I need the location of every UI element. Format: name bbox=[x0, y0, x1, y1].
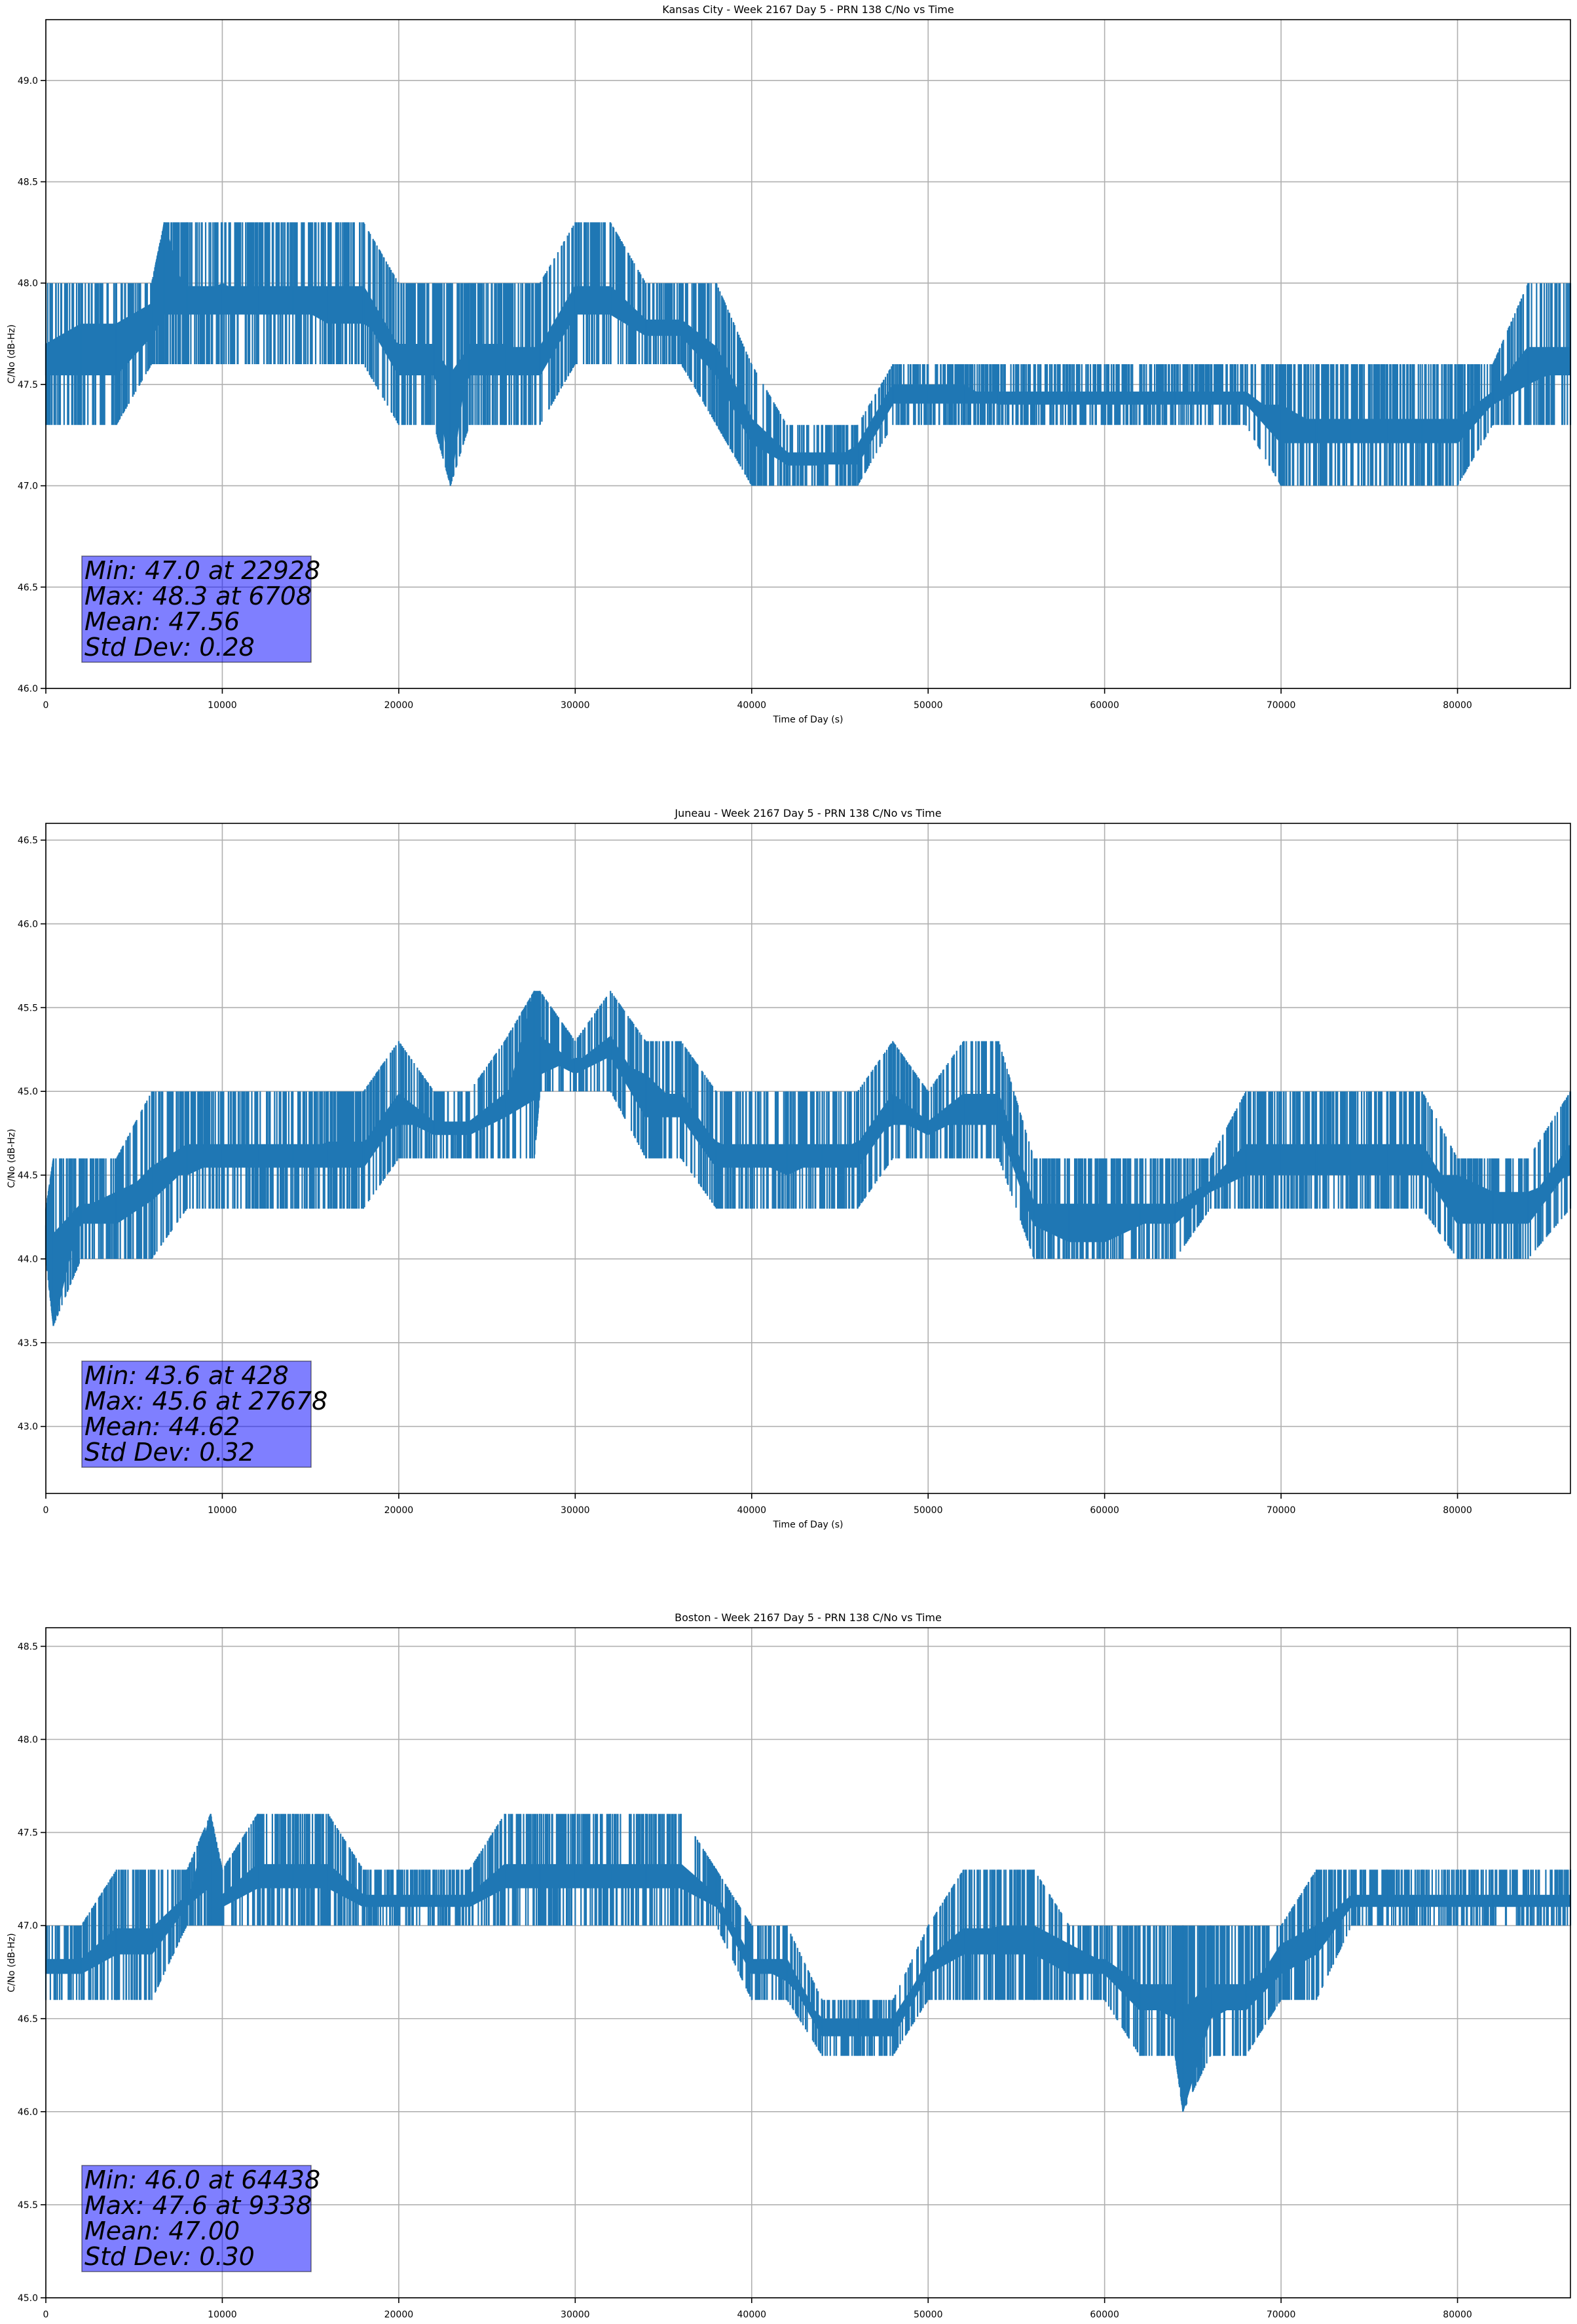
y-tick-label: 46.5 bbox=[18, 582, 38, 593]
y-tick-label: 46.0 bbox=[18, 684, 38, 694]
y-tick-label: 43.5 bbox=[18, 1338, 38, 1349]
y-tick-label: 46.0 bbox=[18, 919, 38, 929]
x-tick-label: 20000 bbox=[384, 2310, 414, 2320]
y-tick-label: 45.5 bbox=[18, 1003, 38, 1013]
series-trace bbox=[45, 222, 1571, 486]
x-tick-label: 30000 bbox=[561, 1505, 590, 1516]
chart-panel-3: 0 10000 20000 30000 40000 50000 60000 70000 8000… bbox=[7, 1611, 1572, 2320]
stats-box bbox=[81, 1360, 312, 1468]
y-tick-label: 45.0 bbox=[18, 2293, 38, 2304]
x-axis-label: Time of Day (s) bbox=[773, 1520, 844, 1530]
x-tick-label: 20000 bbox=[384, 1505, 414, 1516]
x-tick-label: 50000 bbox=[914, 700, 943, 711]
x-tick-label: 70000 bbox=[1267, 2310, 1296, 2320]
y-tick-label: 43.0 bbox=[18, 1422, 38, 1433]
chart-title: Juneau - Week 2167 Day 5 - PRN 138 C/No … bbox=[674, 807, 941, 819]
y-tick-label: 47.5 bbox=[18, 1828, 38, 1839]
y-tick-label: 48.5 bbox=[18, 178, 38, 188]
stats-box bbox=[81, 2165, 312, 2272]
series-line bbox=[45, 1814, 1571, 2112]
stats-line: Std Dev: 0.32 bbox=[84, 1438, 255, 1467]
chart-panel-1: 0 10000 20000 30000 40000 50000 60000 70000 8000… bbox=[7, 3, 1572, 725]
plot-frame bbox=[45, 823, 1571, 1494]
stats-line: Max: 47.6 at 9338 bbox=[84, 2191, 312, 2220]
series-trace bbox=[45, 1814, 1571, 2112]
x-tick-label: 80000 bbox=[1443, 2310, 1472, 2320]
x-tick-label: 80000 bbox=[1443, 1505, 1472, 1516]
x-tick-label: 0 bbox=[43, 700, 49, 711]
y-tick-label: 44.5 bbox=[18, 1171, 38, 1181]
y-tick-label: 48.0 bbox=[18, 1735, 38, 1746]
y-tick-label: 44.0 bbox=[18, 1254, 38, 1265]
y-tick-label: 46.5 bbox=[18, 836, 38, 846]
y-axis-label: C/No (dB-Hz) bbox=[7, 324, 17, 383]
stats-line: Std Dev: 0.30 bbox=[84, 2242, 255, 2271]
y-axis-label: C/No (dB-Hz) bbox=[7, 1933, 17, 1992]
stats-box bbox=[81, 555, 312, 663]
y-tick-label: 49.0 bbox=[18, 76, 38, 86]
y-tick-label: 47.0 bbox=[18, 1921, 38, 1932]
y-tick-label: 45.0 bbox=[18, 1087, 38, 1097]
x-tick-label: 50000 bbox=[914, 1505, 943, 1516]
x-tick-label: 10000 bbox=[208, 1505, 237, 1516]
stats-line: Min: 47.0 at 22928 bbox=[84, 556, 320, 585]
y-tick-label: 47.0 bbox=[18, 481, 38, 492]
y-tick-label: 46.5 bbox=[18, 2014, 38, 2025]
plot-frame bbox=[45, 1627, 1571, 2298]
chart-panel-2: 0 10000 20000 30000 40000 50000 60000 70000 8000… bbox=[7, 807, 1572, 1530]
x-tick-label: 50000 bbox=[914, 2310, 943, 2320]
series-trace bbox=[45, 990, 1571, 1326]
x-tick-label: 30000 bbox=[561, 700, 590, 711]
x-tick-label: 40000 bbox=[737, 700, 767, 711]
stats-line: Mean: 44.62 bbox=[84, 1412, 240, 1441]
stats-line: Std Dev: 0.28 bbox=[84, 633, 255, 662]
chart-title: Boston - Week 2167 Day 5 - PRN 138 C/No … bbox=[675, 1611, 942, 1624]
x-tick-label: 30000 bbox=[561, 2310, 590, 2320]
y-tick-label: 47.5 bbox=[18, 380, 38, 390]
y-tick-label: 48.0 bbox=[18, 278, 38, 289]
x-tick-label: 0 bbox=[43, 2310, 49, 2320]
stats-line: Min: 43.6 at 428 bbox=[84, 1361, 289, 1390]
plot-frame bbox=[45, 19, 1571, 689]
stats-line: Mean: 47.56 bbox=[84, 607, 240, 636]
x-tick-label: 0 bbox=[43, 1505, 49, 1516]
y-tick-label: 48.5 bbox=[18, 1641, 38, 1652]
stats-line: Max: 45.6 at 27678 bbox=[84, 1387, 327, 1415]
stats-line: Max: 48.3 at 6708 bbox=[84, 582, 312, 610]
x-tick-label: 40000 bbox=[737, 2310, 767, 2320]
series-line bbox=[45, 222, 1571, 486]
x-tick-label: 60000 bbox=[1090, 700, 1119, 711]
series-line bbox=[45, 990, 1571, 1326]
x-tick-label: 80000 bbox=[1443, 700, 1472, 711]
x-tick-label: 20000 bbox=[384, 700, 414, 711]
x-tick-label: 70000 bbox=[1267, 700, 1296, 711]
stats-line: Mean: 47.00 bbox=[84, 2217, 240, 2245]
y-tick-label: 45.5 bbox=[18, 2200, 38, 2211]
x-tick-label: 70000 bbox=[1267, 1505, 1296, 1516]
x-tick-label: 60000 bbox=[1090, 1505, 1119, 1516]
x-tick-label: 10000 bbox=[208, 700, 237, 711]
x-axis-label: Time of Day (s) bbox=[773, 715, 844, 725]
y-axis-label: C/No (dB-Hz) bbox=[7, 1129, 17, 1188]
x-tick-label: 10000 bbox=[208, 2310, 237, 2320]
x-tick-label: 60000 bbox=[1090, 2310, 1119, 2320]
x-tick-label: 40000 bbox=[737, 1505, 767, 1516]
chart-title: Kansas City - Week 2167 Day 5 - PRN 138 … bbox=[662, 3, 954, 16]
y-tick-label: 46.0 bbox=[18, 2107, 38, 2118]
stats-line: Min: 46.0 at 64438 bbox=[84, 2165, 320, 2194]
